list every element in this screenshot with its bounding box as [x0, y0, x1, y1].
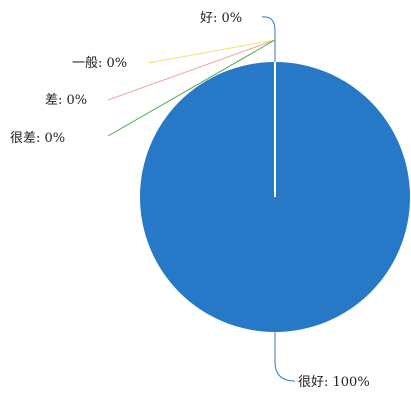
- slice-label-1: 很好: 100%: [298, 375, 370, 390]
- leader-line-1: [274, 332, 296, 382]
- leader-line-4: [107, 39, 276, 101]
- slice-label-2: 好: 0%: [200, 11, 242, 26]
- slice-label-5: 很差: 0%: [10, 131, 65, 146]
- slice-label-4: 差: 0%: [45, 93, 87, 108]
- leader-line-5: [107, 39, 276, 137]
- leader-line-3: [147, 39, 276, 64]
- leader-line-2: [261, 16, 276, 62]
- slice-label-3: 一般: 0%: [72, 55, 127, 71]
